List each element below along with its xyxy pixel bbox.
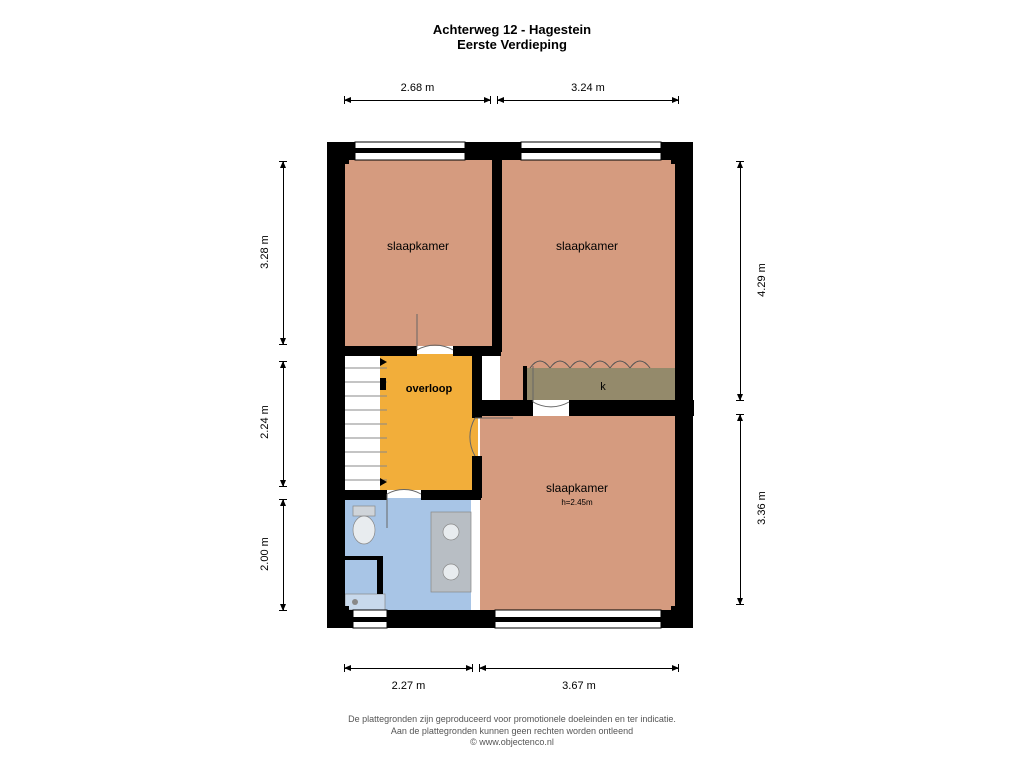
floorplan: slaapkamer slaapkamer slaapkamer h=2.45m… xyxy=(325,140,695,630)
dim-label-left-2: 2.24 m xyxy=(259,405,271,439)
tick xyxy=(279,499,287,500)
label-closet: k xyxy=(600,381,606,393)
tick xyxy=(279,361,287,362)
dim-label-left-1: 3.28 m xyxy=(259,235,271,269)
tick xyxy=(472,664,473,672)
label-landing: overloop xyxy=(406,383,453,395)
tick xyxy=(344,664,345,672)
dim-arrow-top-2 xyxy=(498,100,678,101)
footer-line-1: De plattegronden zijn geproduceerd voor … xyxy=(0,714,1024,726)
title-line-1: Achterweg 12 - Hagestein xyxy=(0,22,1024,37)
dim-label-top-2: 3.24 m xyxy=(498,82,678,94)
room-bedroom-ne xyxy=(500,160,680,400)
room-bedroom-nw xyxy=(345,160,492,346)
label-bedroom-se: slaapkamer xyxy=(546,481,608,495)
dim-arrow-bottom-1 xyxy=(345,668,472,669)
page-title: Achterweg 12 - Hagestein Eerste Verdiepi… xyxy=(0,22,1024,52)
tick xyxy=(678,664,679,672)
dim-arrow-right-1 xyxy=(740,162,741,400)
tick xyxy=(344,96,345,104)
stairs-area xyxy=(345,354,380,490)
label-bedroom-nw: slaapkamer xyxy=(387,239,449,253)
dim-label-right-1: 4.29 m xyxy=(756,263,768,297)
dim-arrow-top-1 xyxy=(345,100,490,101)
dim-label-top-1: 2.68 m xyxy=(345,82,490,94)
tick xyxy=(678,96,679,104)
dim-arrow-left-2 xyxy=(283,362,284,486)
footer: De plattegronden zijn geproduceerd voor … xyxy=(0,714,1024,749)
tick xyxy=(490,96,491,104)
tick xyxy=(279,161,287,162)
label-bedroom-se-sub: h=2.45m xyxy=(561,498,593,507)
dim-label-bottom-2: 3.67 m xyxy=(480,680,678,692)
dim-label-left-3: 2.00 m xyxy=(259,537,271,571)
dim-arrow-left-1 xyxy=(283,162,284,344)
tick xyxy=(736,161,744,162)
label-bedroom-ne: slaapkamer xyxy=(556,239,618,253)
room-bedroom-se xyxy=(480,416,680,610)
tick xyxy=(279,610,287,611)
tick xyxy=(736,414,744,415)
tick xyxy=(497,96,498,104)
dim-arrow-right-2 xyxy=(740,415,741,604)
dim-label-bottom-1: 2.27 m xyxy=(345,680,472,692)
tick xyxy=(736,400,744,401)
footer-line-3: © www.objectenco.nl xyxy=(0,737,1024,749)
floorplan-svg: slaapkamer slaapkamer slaapkamer h=2.45m… xyxy=(325,140,695,630)
title-line-2: Eerste Verdieping xyxy=(0,37,1024,52)
tick xyxy=(479,664,480,672)
room-landing xyxy=(380,354,478,490)
footer-line-2: Aan de plattegronden kunnen geen rechten… xyxy=(0,726,1024,738)
tick xyxy=(279,344,287,345)
dim-arrow-bottom-2 xyxy=(480,668,678,669)
tick xyxy=(279,486,287,487)
dim-arrow-left-3 xyxy=(283,500,284,610)
dim-label-right-2: 3.36 m xyxy=(756,491,768,525)
tick xyxy=(736,604,744,605)
